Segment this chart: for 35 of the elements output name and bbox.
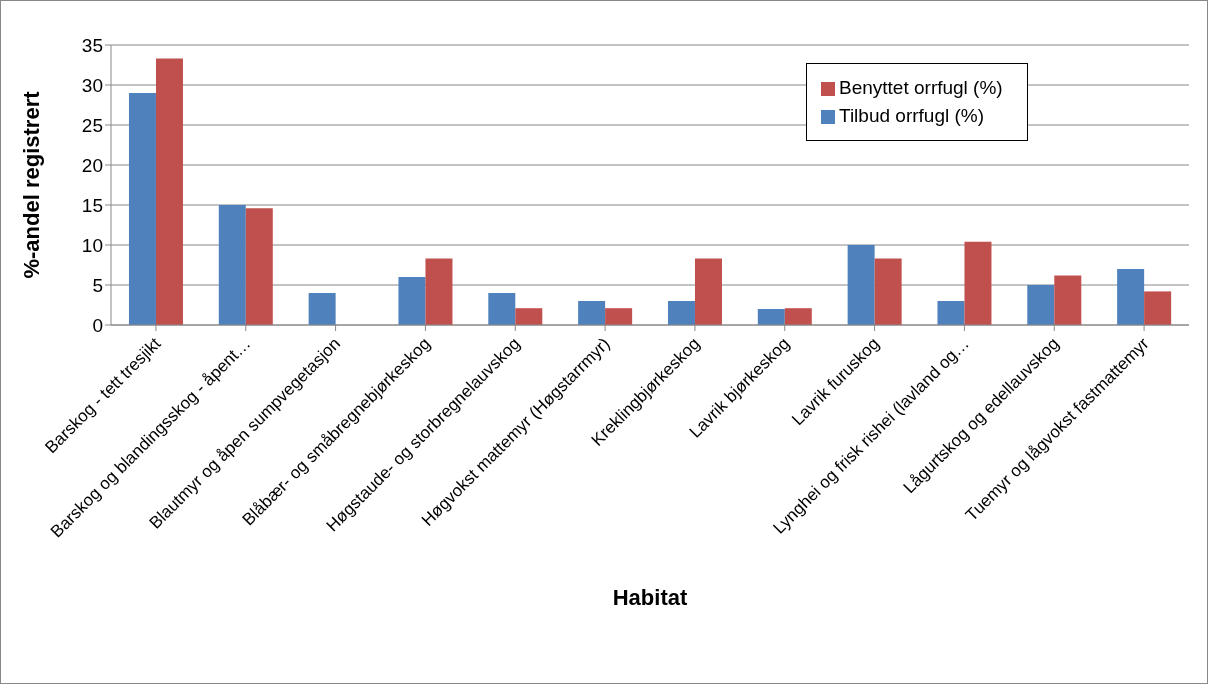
- bar: [488, 293, 516, 325]
- bar: [155, 58, 183, 325]
- y-tick-label: 30: [81, 74, 103, 96]
- bar: [964, 241, 992, 325]
- bar: [245, 208, 273, 325]
- bar: [578, 301, 606, 325]
- bar: [1054, 275, 1082, 325]
- bar: [757, 309, 785, 325]
- bar: [515, 308, 543, 325]
- y-tick-label: 15: [81, 194, 103, 216]
- bar: [218, 205, 246, 325]
- y-tick-label: 25: [81, 114, 103, 136]
- y-axis-title: %-andel registrert: [18, 90, 44, 279]
- bar: [605, 308, 633, 325]
- bar: [128, 93, 156, 325]
- bar: [694, 258, 722, 325]
- y-tick-label: 20: [81, 154, 103, 176]
- bar: [425, 258, 453, 325]
- y-tick-label: 10: [81, 234, 103, 256]
- legend-label: Tilbud orrfugl (%): [839, 105, 985, 126]
- x-axis-title: Habitat: [612, 585, 688, 610]
- y-tick-label: 0: [92, 314, 103, 336]
- bar: [784, 308, 812, 325]
- bar: [308, 293, 336, 325]
- bar: [874, 258, 902, 325]
- bar: [667, 301, 695, 325]
- bar: [1117, 269, 1145, 325]
- bar: [1027, 285, 1055, 325]
- bar: [937, 301, 965, 325]
- bar: [398, 277, 426, 325]
- bar: [847, 245, 875, 325]
- y-tick-label: 5: [92, 274, 103, 296]
- bar: [1144, 291, 1172, 325]
- legend-label: Benyttet orrfugl (%): [839, 77, 1003, 98]
- y-tick-label: 35: [81, 34, 103, 56]
